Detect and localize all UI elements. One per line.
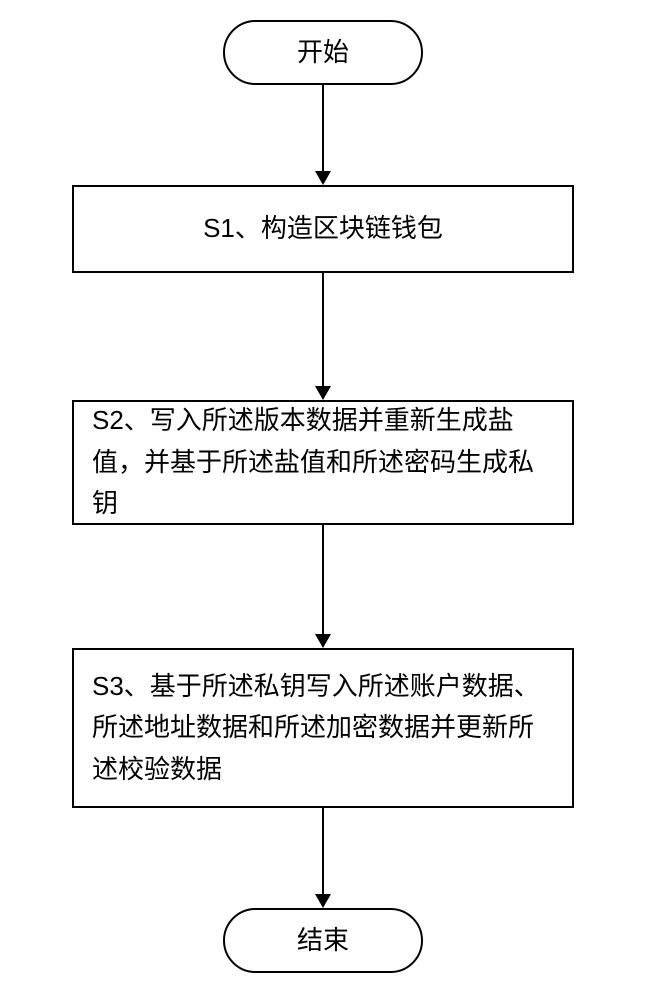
edge-s1-s2 [322, 273, 324, 398]
start-label: 开始 [297, 32, 349, 74]
edge-s3-end [322, 808, 324, 906]
end-label: 结束 [297, 920, 349, 962]
edge-s2-s3 [322, 525, 324, 646]
s2-label: S2、写入所述版本数据并重新生成盐值，并基于所述盐值和所述密码生成私钥 [92, 400, 554, 525]
flowchart-container: 开始 S1、构造区块链钱包 S2、写入所述版本数据并重新生成盐值，并基于所述盐值… [0, 0, 647, 1000]
s1-node: S1、构造区块链钱包 [72, 185, 574, 273]
end-node: 结束 [223, 908, 423, 973]
s3-label: S3、基于所述私钥写入所述账户数据、所述地址数据和所述加密数据并更新所述校验数据 [92, 666, 554, 791]
edge-start-s1 [322, 85, 324, 183]
s3-node: S3、基于所述私钥写入所述账户数据、所述地址数据和所述加密数据并更新所述校验数据 [72, 648, 574, 808]
start-node: 开始 [223, 20, 423, 85]
s1-label: S1、构造区块链钱包 [203, 208, 443, 250]
s2-node: S2、写入所述版本数据并重新生成盐值，并基于所述盐值和所述密码生成私钥 [72, 400, 574, 525]
